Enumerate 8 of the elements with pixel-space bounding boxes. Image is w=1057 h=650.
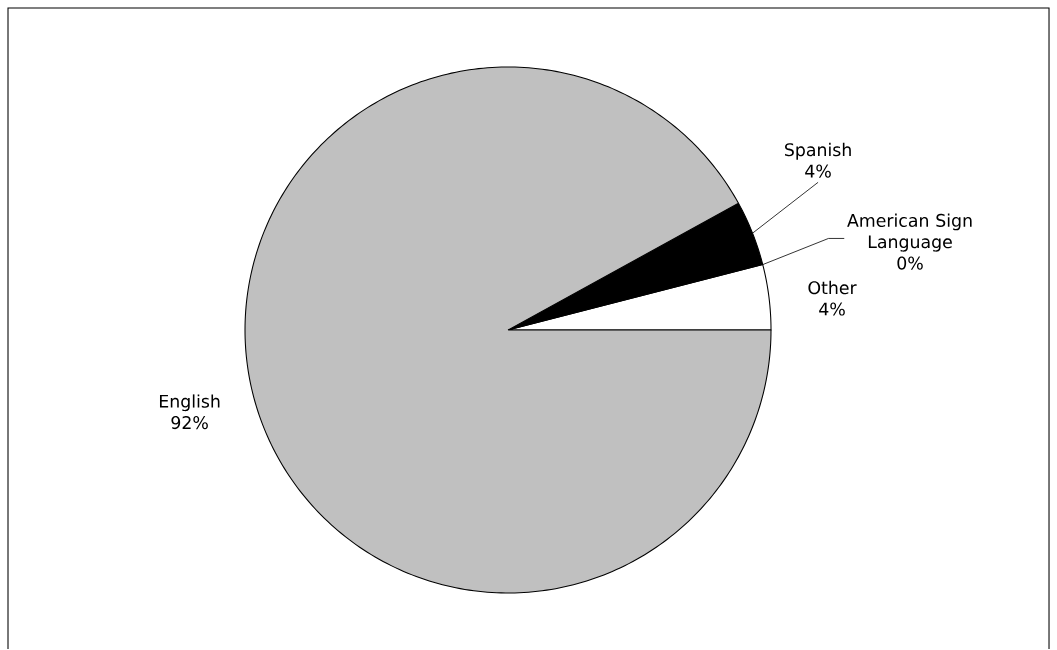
legend-label: Other <box>808 281 857 295</box>
data-label: 4% <box>819 302 845 316</box>
text: 0% <box>897 256 923 270</box>
category-label: American Sign Language <box>847 213 972 252</box>
slice-label: English <box>159 394 220 412</box>
data-label: 4% <box>805 164 831 178</box>
data-label: 92% <box>171 416 208 430</box>
slice-label: Spanish <box>784 143 851 160</box>
